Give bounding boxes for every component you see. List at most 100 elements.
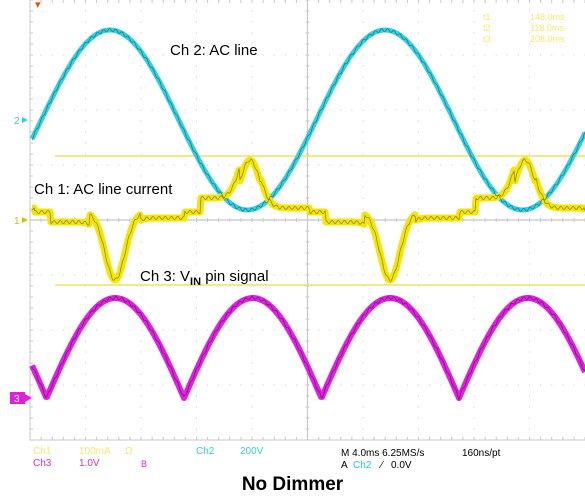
- graticule-dot: [307, 109, 308, 111]
- graticule-dot: [151, 164, 153, 166]
- graticule-dot: [529, 406, 530, 408]
- graticule-dot: [506, 329, 508, 331]
- graticule-dot: [529, 395, 530, 397]
- ch1-status-name: Ch1: [33, 446, 52, 457]
- graticule-dot: [262, 54, 264, 56]
- graticule-dot: [196, 274, 197, 276]
- graticule-dot: [429, 54, 431, 56]
- graticule-dot: [129, 54, 131, 56]
- graticule-dot: [529, 142, 530, 144]
- graticule-dot: [196, 241, 197, 243]
- graticule-dot: [517, 109, 519, 111]
- ch2-ground-marker: 2: [14, 116, 20, 127]
- graticule-dot: [540, 384, 542, 386]
- graticule-dot: [140, 439, 142, 441]
- graticule-dot: [473, 241, 475, 243]
- graticule-dot: [362, 54, 364, 56]
- graticule-dot: [451, 164, 453, 166]
- graticule-dot: [529, 417, 530, 419]
- graticule-dot: [251, 406, 253, 408]
- graticule-dot: [196, 307, 197, 309]
- graticule-dot: [118, 54, 120, 56]
- graticule-dot: [362, 131, 364, 133]
- graticule-dot: [140, 109, 142, 111]
- graticule-dot: [340, 274, 342, 276]
- graticule-dot: [196, 65, 197, 67]
- graticule-dot: [540, 219, 542, 221]
- graticule-dot: [529, 307, 530, 309]
- graticule-dot: [40, 219, 42, 221]
- graticule-dot: [484, 54, 486, 56]
- graticule-dot: [140, 208, 142, 210]
- graticule-dot: [529, 0, 530, 1]
- graticule-dot: [29, 219, 31, 221]
- graticule-dot: [73, 164, 75, 166]
- graticule-dot: [307, 54, 308, 56]
- graticule-dot: [495, 54, 497, 56]
- graticule-dot: [540, 329, 542, 331]
- graticule-dot: [473, 0, 475, 1]
- graticule-dot: [85, 417, 86, 419]
- graticule-dot: [85, 263, 86, 265]
- graticule-dot: [218, 54, 220, 56]
- graticule-dot: [85, 131, 86, 133]
- graticule-dot: [462, 329, 464, 331]
- graticule-dot: [207, 274, 209, 276]
- graticule-dot: [251, 362, 253, 364]
- graticule-dot: [162, 329, 164, 331]
- graticule-dot: [362, 362, 364, 364]
- graticule-dot: [85, 351, 86, 353]
- graticule-dot: [573, 329, 575, 331]
- graticule-dot: [307, 98, 308, 100]
- cursor-readout-value: 208.0ms: [530, 34, 565, 44]
- graticule-dot: [307, 65, 308, 67]
- graticule-dot: [529, 329, 530, 331]
- graticule-dot: [207, 384, 209, 386]
- graticule-dot: [162, 384, 164, 386]
- graticule-dot: [506, 109, 508, 111]
- graticule-dot: [384, 384, 386, 386]
- graticule-dot: [96, 109, 98, 111]
- graticule-dot: [429, 109, 431, 111]
- graticule-dot: [418, 0, 419, 1]
- graticule-dot: [140, 98, 142, 100]
- graticule-dot: [373, 219, 375, 221]
- graticule-dot: [184, 54, 186, 56]
- graticule-dot: [529, 285, 530, 287]
- graticule-dot: [373, 164, 375, 166]
- graticule-dot: [240, 329, 242, 331]
- graticule-dot: [418, 428, 419, 430]
- graticule-dot: [529, 263, 530, 265]
- graticule-dot: [251, 428, 253, 430]
- graticule-dot: [140, 21, 142, 23]
- graticule-dot: [551, 329, 553, 331]
- graticule-dot: [196, 439, 197, 441]
- graticule-dot: [251, 76, 253, 78]
- graticule-dot: [229, 109, 231, 111]
- graticule-dot: [384, 219, 386, 221]
- status-bar: Ch1 100mA Ω Ch2 200V Ch3 1.0V B M 4.0ms …: [33, 446, 501, 470]
- graticule-dot: [273, 109, 275, 111]
- graticule-dot: [85, 153, 86, 155]
- graticule-dot: [29, 164, 31, 166]
- graticule-dot: [184, 164, 186, 166]
- graticule-dot: [196, 109, 197, 111]
- graticule-dot: [529, 153, 530, 155]
- graticule-dot: [384, 54, 386, 56]
- graticule-dot: [251, 65, 253, 67]
- ch3-annotation-prefix: Ch 3: V: [140, 268, 190, 285]
- graticule-dot: [29, 54, 31, 56]
- graticule-dot: [251, 131, 253, 133]
- graticule-dot: [85, 274, 86, 276]
- graticule-dot: [85, 186, 86, 188]
- graticule-dot: [196, 285, 197, 287]
- graticule-dot: [307, 428, 308, 430]
- graticule-dot: [85, 395, 86, 397]
- graticule-dot: [307, 340, 308, 342]
- graticule-dot: [85, 406, 86, 408]
- graticule-dot: [362, 32, 364, 34]
- graticule-dot: [240, 219, 242, 221]
- ch3-ground-arrow: [25, 394, 32, 402]
- graticule-dot: [307, 395, 308, 397]
- graticule-dot: [85, 439, 86, 441]
